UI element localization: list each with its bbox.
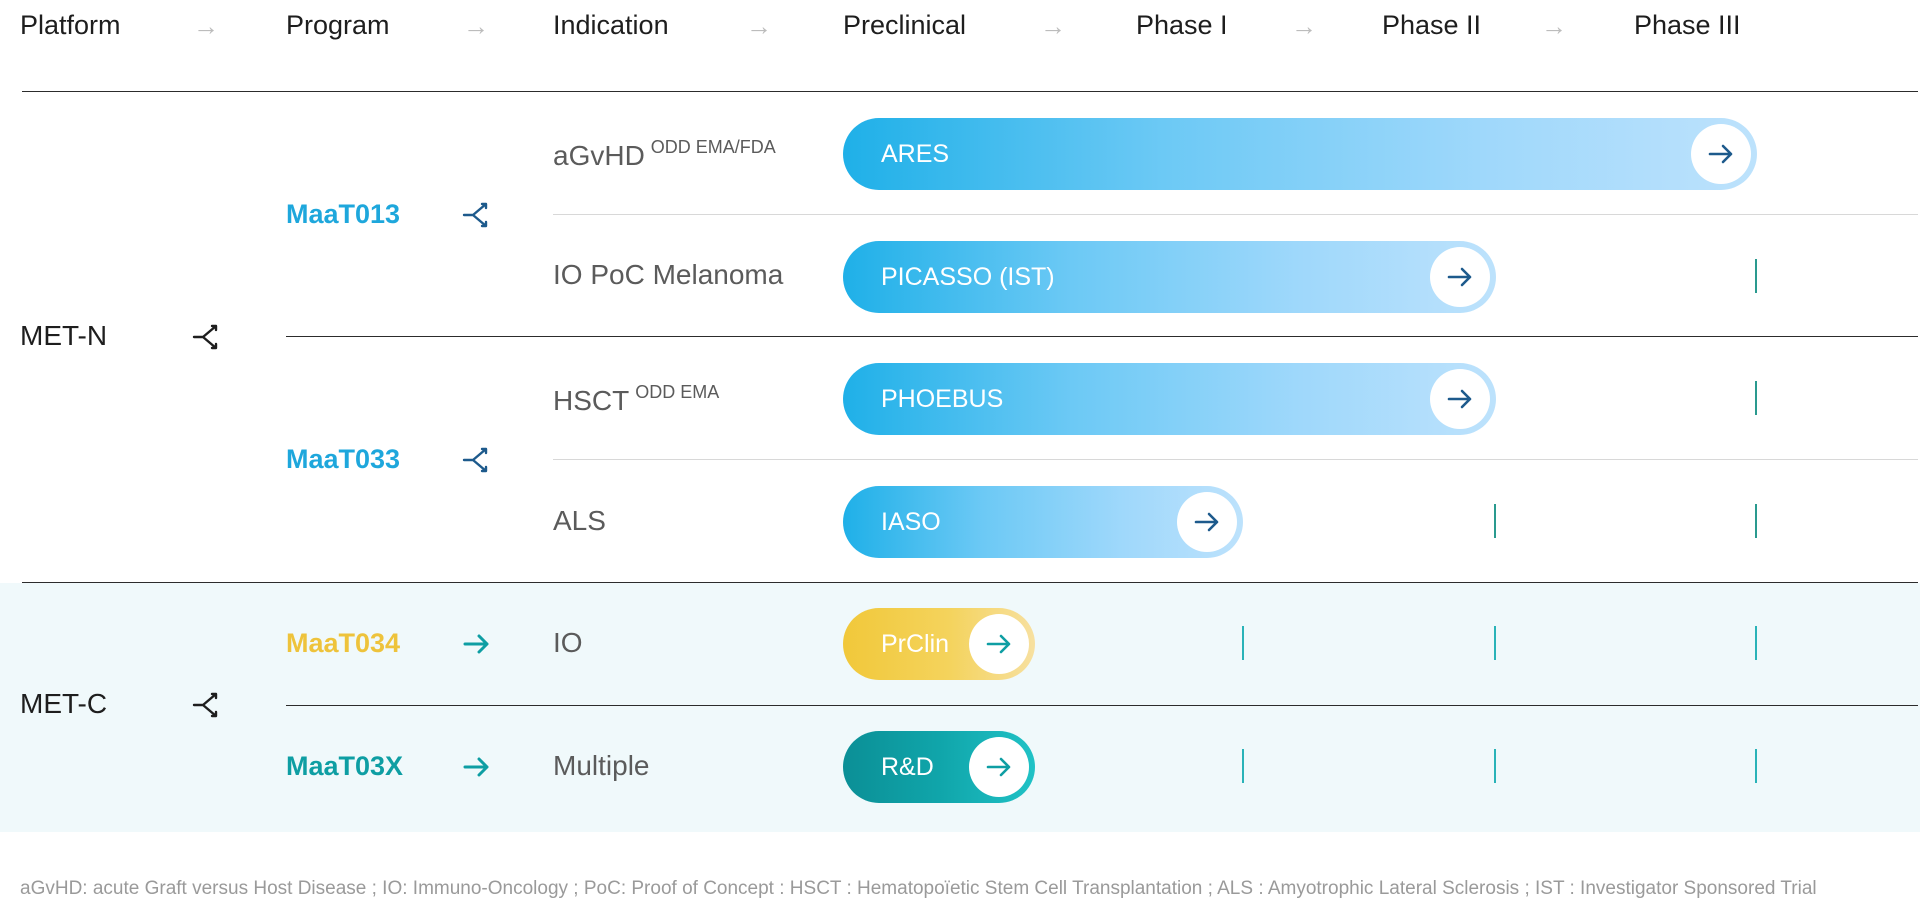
- phase-tick: [1755, 626, 1757, 660]
- branch-split-icon: [462, 447, 488, 473]
- platform-divider: [22, 582, 1918, 583]
- program-maat013: MaaT013: [286, 199, 401, 229]
- phase-tick: [1242, 749, 1244, 783]
- trial-bar-rd: R&D: [843, 731, 1035, 803]
- trial-label: PICASSO (IST): [881, 262, 1055, 291]
- header-arrow-icon: →: [1040, 11, 1066, 41]
- trial-label: PrClin: [881, 629, 950, 658]
- branch-split-icon: [462, 202, 488, 228]
- phase-tick: [1755, 504, 1757, 538]
- arrow-right-circle-icon[interactable]: [1177, 492, 1237, 552]
- trial-bar-phoebus: PHOEBUS: [843, 363, 1496, 435]
- header-arrow-icon: →: [193, 11, 219, 41]
- arrow-right-icon: [463, 757, 489, 777]
- branch-split-icon: [192, 692, 218, 718]
- arrow-right-circle-icon[interactable]: [969, 737, 1029, 797]
- trial-bar-ares: ARES: [843, 118, 1757, 190]
- phase-tick: [1755, 749, 1757, 783]
- arrow-right-circle-icon[interactable]: [1430, 247, 1490, 307]
- trial-label: R&D: [881, 752, 934, 781]
- arrow-right-circle-icon[interactable]: [969, 614, 1029, 674]
- header-arrow-icon: →: [746, 11, 772, 41]
- phase-tick: [1494, 749, 1496, 783]
- row-divider: [553, 214, 1918, 215]
- trial-bar-picasso: PICASSO (IST): [843, 241, 1496, 313]
- platform-met-c: MET-C: [20, 688, 108, 719]
- header-phase-3: Phase III: [1634, 10, 1741, 40]
- program-maat034: MaaT034: [286, 628, 401, 658]
- program-maat033: MaaT033: [286, 444, 401, 474]
- trial-label: IASO: [881, 507, 941, 536]
- trial-bar-iaso: IASO: [843, 486, 1243, 558]
- indication-multiple: Multiple: [553, 750, 650, 781]
- header-indication: Indication: [553, 10, 669, 40]
- phase-tick: [1755, 259, 1757, 293]
- program-maat03x: MaaT03X: [286, 751, 404, 781]
- indication-als: ALS: [553, 505, 606, 536]
- arrow-right-icon: [463, 634, 489, 654]
- phase-tick: [1494, 504, 1496, 538]
- footnote: aGvHD: acute Graft versus Host Disease ;…: [20, 878, 1817, 899]
- header-arrow-icon: →: [463, 11, 489, 41]
- header-platform: Platform: [20, 10, 121, 40]
- phase-tick: [1755, 381, 1757, 415]
- program-divider: [286, 336, 1918, 337]
- arrow-right-circle-icon[interactable]: [1691, 124, 1751, 184]
- indication-agvhd: aGvHD ODD EMA/FDA: [553, 137, 776, 171]
- program-divider: [286, 705, 1918, 706]
- branch-split-icon: [192, 324, 218, 350]
- header-phase-1: Phase I: [1136, 10, 1228, 40]
- header-divider: [22, 91, 1918, 92]
- header-arrow-icon: →: [1291, 11, 1317, 41]
- trial-label: PHOEBUS: [881, 384, 1004, 413]
- row-divider: [553, 459, 1918, 460]
- header-program: Program: [286, 10, 390, 40]
- header-phase-2: Phase II: [1382, 10, 1482, 40]
- arrow-right-circle-icon[interactable]: [1430, 369, 1490, 429]
- indication-io-poc-melanoma: IO PoC Melanoma: [553, 259, 784, 290]
- trial-label: ARES: [881, 139, 950, 168]
- platform-met-n: MET-N: [20, 320, 108, 351]
- trial-bar-prclin: PrClin: [843, 608, 1035, 680]
- header-preclinical: Preclinical: [843, 10, 967, 40]
- indication-hsct: HSCT ODD EMA: [553, 382, 720, 416]
- header-arrow-icon: →: [1541, 11, 1567, 41]
- phase-tick: [1494, 626, 1496, 660]
- phase-tick: [1242, 626, 1244, 660]
- indication-io: IO: [553, 627, 583, 658]
